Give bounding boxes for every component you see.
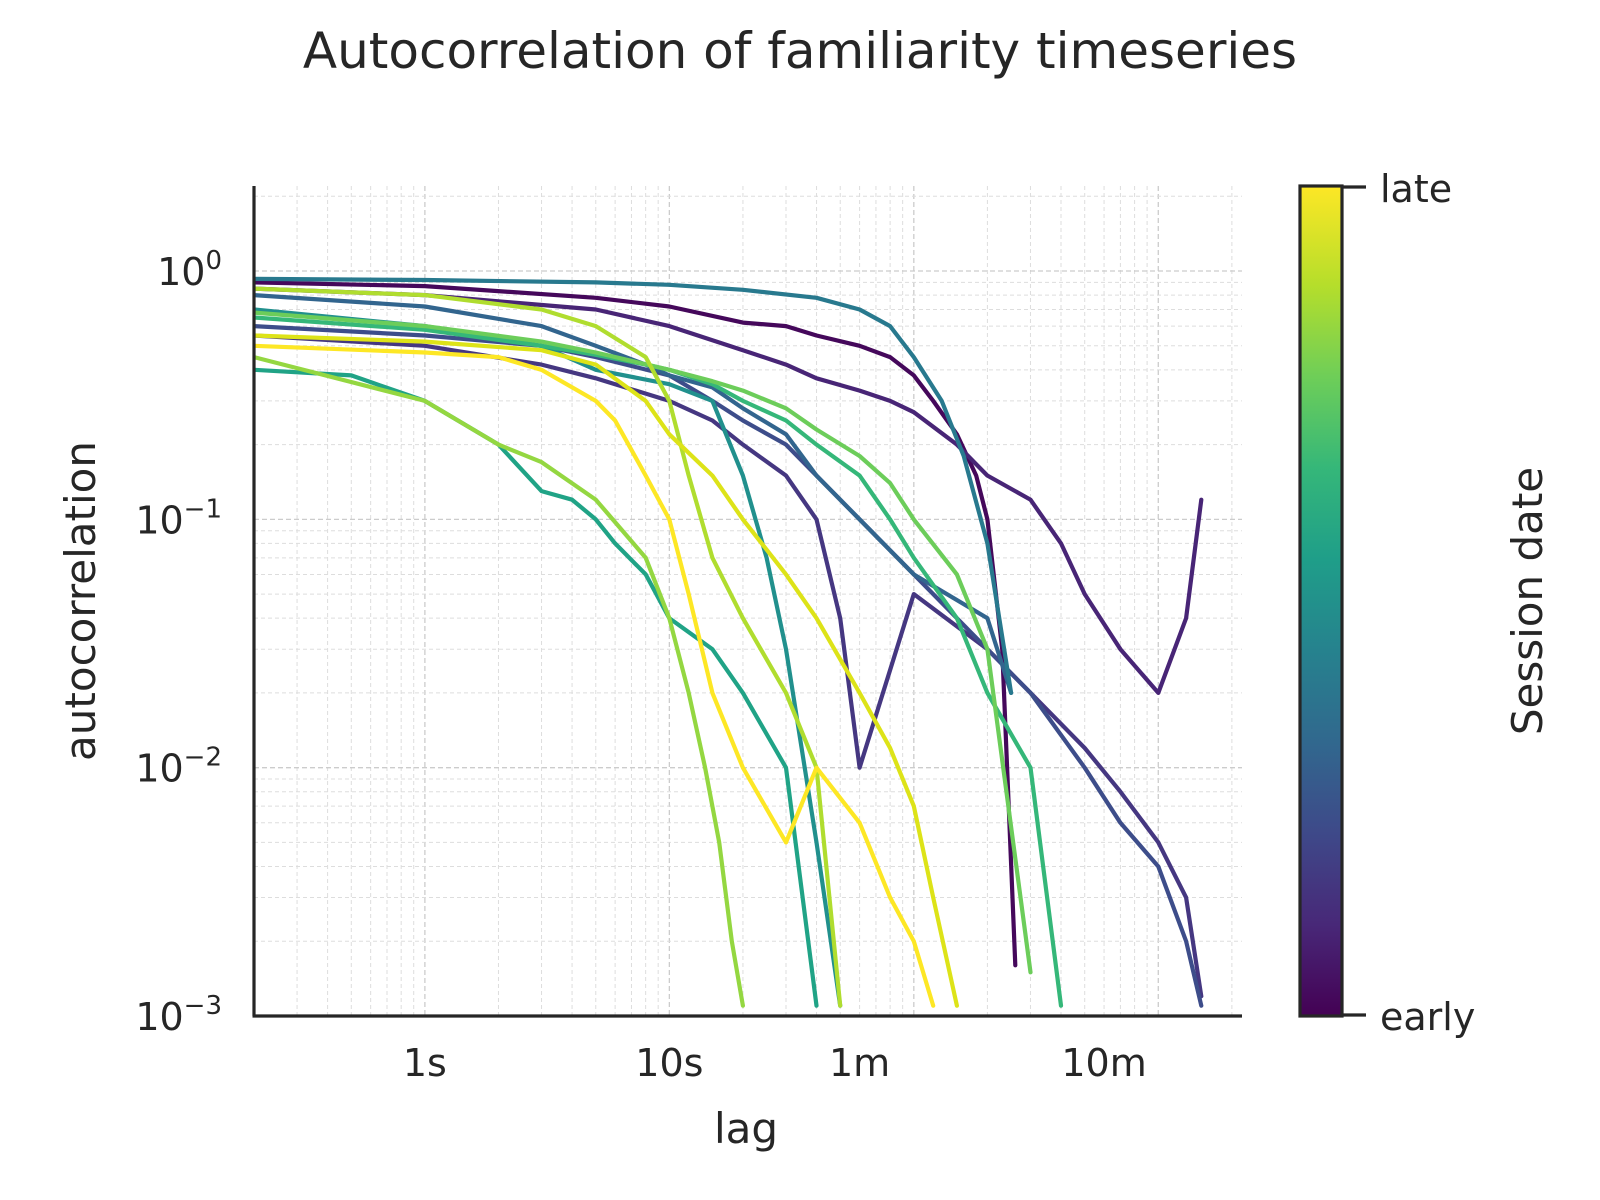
series-line-6 bbox=[254, 276, 1014, 696]
x-tick-label: 1m bbox=[829, 1041, 890, 1085]
colorbar bbox=[1298, 184, 1344, 1018]
y-tick-labels: 100 10−1 10−2 10−3 bbox=[135, 246, 222, 1039]
y-tick-label: 10−3 bbox=[135, 991, 222, 1039]
colorbar-min-label: early bbox=[1380, 995, 1475, 1039]
series-line-9 bbox=[254, 315, 1064, 1008]
series-line-13 bbox=[254, 333, 960, 1008]
series-line-5 bbox=[254, 293, 1014, 696]
x-tick-label: 1s bbox=[403, 1041, 447, 1085]
series-line-1 bbox=[254, 280, 1018, 968]
series-line-8 bbox=[254, 367, 819, 1008]
chart-title: Autocorrelation of familiarity timeserie… bbox=[303, 22, 1297, 80]
x-tick-labels: 1s 10s 1m 10m bbox=[403, 1041, 1147, 1085]
series-group bbox=[254, 276, 1204, 1008]
y-tick-label: 10−1 bbox=[135, 494, 222, 542]
series-line-14 bbox=[254, 343, 936, 1008]
series-line-2 bbox=[254, 286, 1204, 696]
y-axis-label: autocorrelation bbox=[56, 441, 105, 761]
series-line-3 bbox=[254, 333, 1204, 999]
grid-lines bbox=[253, 186, 1242, 1017]
x-tick-label: 10m bbox=[1061, 1041, 1146, 1085]
series-line-12 bbox=[254, 286, 843, 1008]
series-line-11 bbox=[254, 355, 746, 1008]
y-tick-label: 100 bbox=[157, 246, 222, 294]
y-tick-label: 10−2 bbox=[135, 743, 222, 791]
series-line-10 bbox=[254, 310, 1033, 975]
x-tick-label: 10s bbox=[635, 1041, 703, 1085]
x-axis-label: lag bbox=[714, 1104, 778, 1153]
colorbar-max-label: late bbox=[1380, 167, 1452, 211]
colorbar-title: Session date bbox=[1503, 467, 1552, 735]
